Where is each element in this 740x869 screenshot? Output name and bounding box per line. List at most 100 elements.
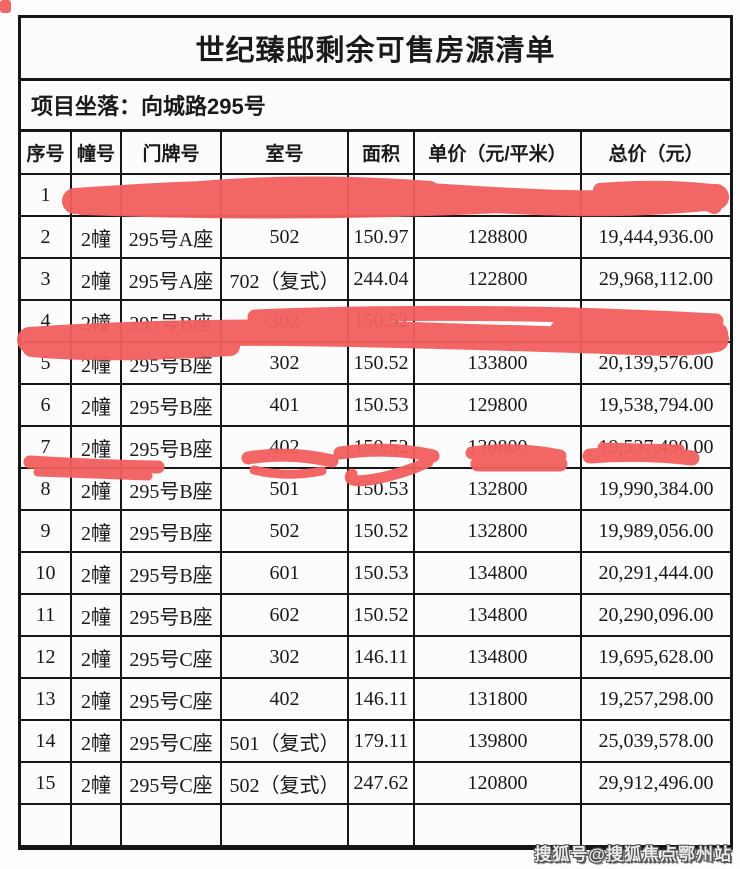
cell-unit-price: 120800 bbox=[413, 761, 582, 805]
cell-unit-price: 129800 bbox=[413, 383, 582, 427]
cell-unit-price: 139800 bbox=[413, 719, 582, 763]
cell-room: 501（复式） bbox=[220, 719, 349, 763]
cell-room: 501 bbox=[220, 467, 349, 511]
cell-seq: 6 bbox=[21, 383, 72, 427]
cell-unit-price: 134800 bbox=[413, 593, 582, 637]
cell-area: 150.52 bbox=[347, 425, 415, 469]
cell-unit-price: 131800 bbox=[413, 677, 582, 721]
cell-area: 150.53 bbox=[347, 383, 415, 427]
housing-table: 序号 幢号 门牌号 室号 面积 单价（元/平米） 总价（元） 1 2 2幢 29… bbox=[21, 132, 730, 847]
cell-total: 29,968,112.00 bbox=[580, 257, 730, 301]
cell-door: 295号C座 bbox=[120, 719, 222, 763]
cell-area: 146.11 bbox=[347, 635, 415, 679]
cell-building bbox=[70, 803, 122, 847]
table-row: 11 2幢 295号B座 602 150.52 134800 20,290,09… bbox=[21, 593, 730, 637]
table-row: 10 2幢 295号B座 601 150.53 134800 20,291,44… bbox=[21, 551, 730, 595]
cell-unit-price: 132800 bbox=[413, 509, 582, 553]
cell-building: 2幢 bbox=[70, 425, 122, 469]
cell-building: 2幢 bbox=[70, 635, 122, 679]
cell-total: 29,912,496.00 bbox=[580, 761, 730, 805]
cell-door: 295号B座 bbox=[120, 551, 222, 595]
cell-room: 402 bbox=[220, 677, 349, 721]
cell-door: 295号B座 bbox=[120, 509, 222, 553]
table-row: 3 2幢 295号A座 702（复式） 244.04 122800 29,968… bbox=[21, 257, 730, 301]
cell-building bbox=[70, 173, 122, 217]
cell-door: 295号B座 bbox=[120, 299, 222, 343]
cell-door bbox=[120, 803, 222, 847]
column-header-area: 面积 bbox=[347, 132, 415, 175]
cell-total: 19,695,628.00 bbox=[580, 635, 730, 679]
cell-total: 20,291,444.00 bbox=[580, 551, 730, 595]
cell-building: 2幢 bbox=[70, 299, 122, 343]
cell-building: 2幢 bbox=[70, 677, 122, 721]
cell-room: 602 bbox=[220, 593, 349, 637]
cell-total bbox=[580, 173, 730, 217]
cell-total: 20,139,576.00 bbox=[580, 341, 730, 385]
cell-area: 150.52 bbox=[347, 299, 415, 343]
cell-seq: 10 bbox=[21, 551, 72, 595]
cell-door: 295号B座 bbox=[120, 467, 222, 511]
cell-total bbox=[580, 803, 730, 847]
cell-room: 702（复式） bbox=[220, 257, 349, 301]
cell-room bbox=[220, 173, 349, 217]
cell-building: 2幢 bbox=[70, 509, 122, 553]
cell-seq: 3 bbox=[21, 257, 72, 301]
cell-total: 20,290,096.00 bbox=[580, 593, 730, 637]
cell-room: 401 bbox=[220, 383, 349, 427]
table-row: 6 2幢 295号B座 401 150.53 129800 19,538,794… bbox=[21, 383, 730, 427]
cell-door: 295号B座 bbox=[120, 425, 222, 469]
cell-door bbox=[120, 173, 222, 217]
cell-room: 302 bbox=[220, 635, 349, 679]
table-row: 5 2幢 295号B座 302 150.52 133800 20,139,576… bbox=[21, 341, 730, 385]
cell-room: 402 bbox=[220, 425, 349, 469]
table-row: 7 2幢 295号B座 402 150.52 130800 19,537,490… bbox=[21, 425, 730, 469]
cell-door: 295号A座 bbox=[120, 257, 222, 301]
table-body: 1 2 2幢 295号A座 502 150.97 128800 19,444,9… bbox=[21, 173, 730, 847]
column-header-door: 门牌号 bbox=[120, 132, 222, 175]
cell-unit-price: 134800 bbox=[413, 635, 582, 679]
red-corner-mark bbox=[0, 0, 11, 13]
table-row: 4 2幢 295号B座 302 150.52 bbox=[21, 299, 730, 343]
cell-door: 295号B座 bbox=[120, 341, 222, 385]
watermark: 搜狐号@搜狐焦点鄂州站 bbox=[534, 845, 732, 864]
cell-seq: 5 bbox=[21, 341, 72, 385]
cell-area bbox=[347, 173, 415, 217]
project-location: 项目坐落：向城路295号 bbox=[21, 81, 730, 132]
cell-seq: 7 bbox=[21, 425, 72, 469]
cell-unit-price: 122800 bbox=[413, 257, 582, 301]
cell-building: 2幢 bbox=[70, 215, 122, 259]
cell-building: 2幢 bbox=[70, 551, 122, 595]
cell-total: 19,537,490.00 bbox=[580, 425, 730, 469]
cell-area: 150.52 bbox=[347, 509, 415, 553]
cell-unit-price bbox=[413, 299, 582, 343]
table-row: 8 2幢 295号B座 501 150.53 132800 19,990,384… bbox=[21, 467, 730, 511]
cell-unit-price: 130800 bbox=[413, 425, 582, 469]
cell-door: 295号B座 bbox=[120, 593, 222, 637]
cell-room: 302 bbox=[220, 299, 349, 343]
cell-unit-price bbox=[413, 803, 582, 847]
cell-area: 150.53 bbox=[347, 551, 415, 595]
cell-area: 247.62 bbox=[347, 761, 415, 805]
cell-total: 25,039,578.00 bbox=[580, 719, 730, 763]
cell-unit-price: 133800 bbox=[413, 341, 582, 385]
cell-room: 502 bbox=[220, 215, 349, 259]
cell-door: 295号B座 bbox=[120, 383, 222, 427]
column-header-total: 总价（元） bbox=[580, 132, 730, 175]
cell-building: 2幢 bbox=[70, 257, 122, 301]
table-row: 14 2幢 295号C座 501（复式） 179.11 139800 25,03… bbox=[21, 719, 730, 763]
cell-total: 19,538,794.00 bbox=[580, 383, 730, 427]
cell-seq: 9 bbox=[21, 509, 72, 553]
page-title: 世纪臻邸剩余可售房源清单 bbox=[21, 18, 730, 81]
column-header-room: 室号 bbox=[220, 132, 349, 175]
cell-room: 302 bbox=[220, 341, 349, 385]
cell-seq: 14 bbox=[21, 719, 72, 763]
cell-seq: 4 bbox=[21, 299, 72, 343]
cell-door: 295号C座 bbox=[120, 761, 222, 805]
cell-building: 2幢 bbox=[70, 383, 122, 427]
table-row: 15 2幢 295号C座 502（复式） 247.62 120800 29,91… bbox=[21, 761, 730, 805]
cell-room: 502 bbox=[220, 509, 349, 553]
cell-unit-price bbox=[413, 173, 582, 217]
cell-door: 295号A座 bbox=[120, 215, 222, 259]
cell-area bbox=[347, 803, 415, 847]
cell-total: 19,989,056.00 bbox=[580, 509, 730, 553]
